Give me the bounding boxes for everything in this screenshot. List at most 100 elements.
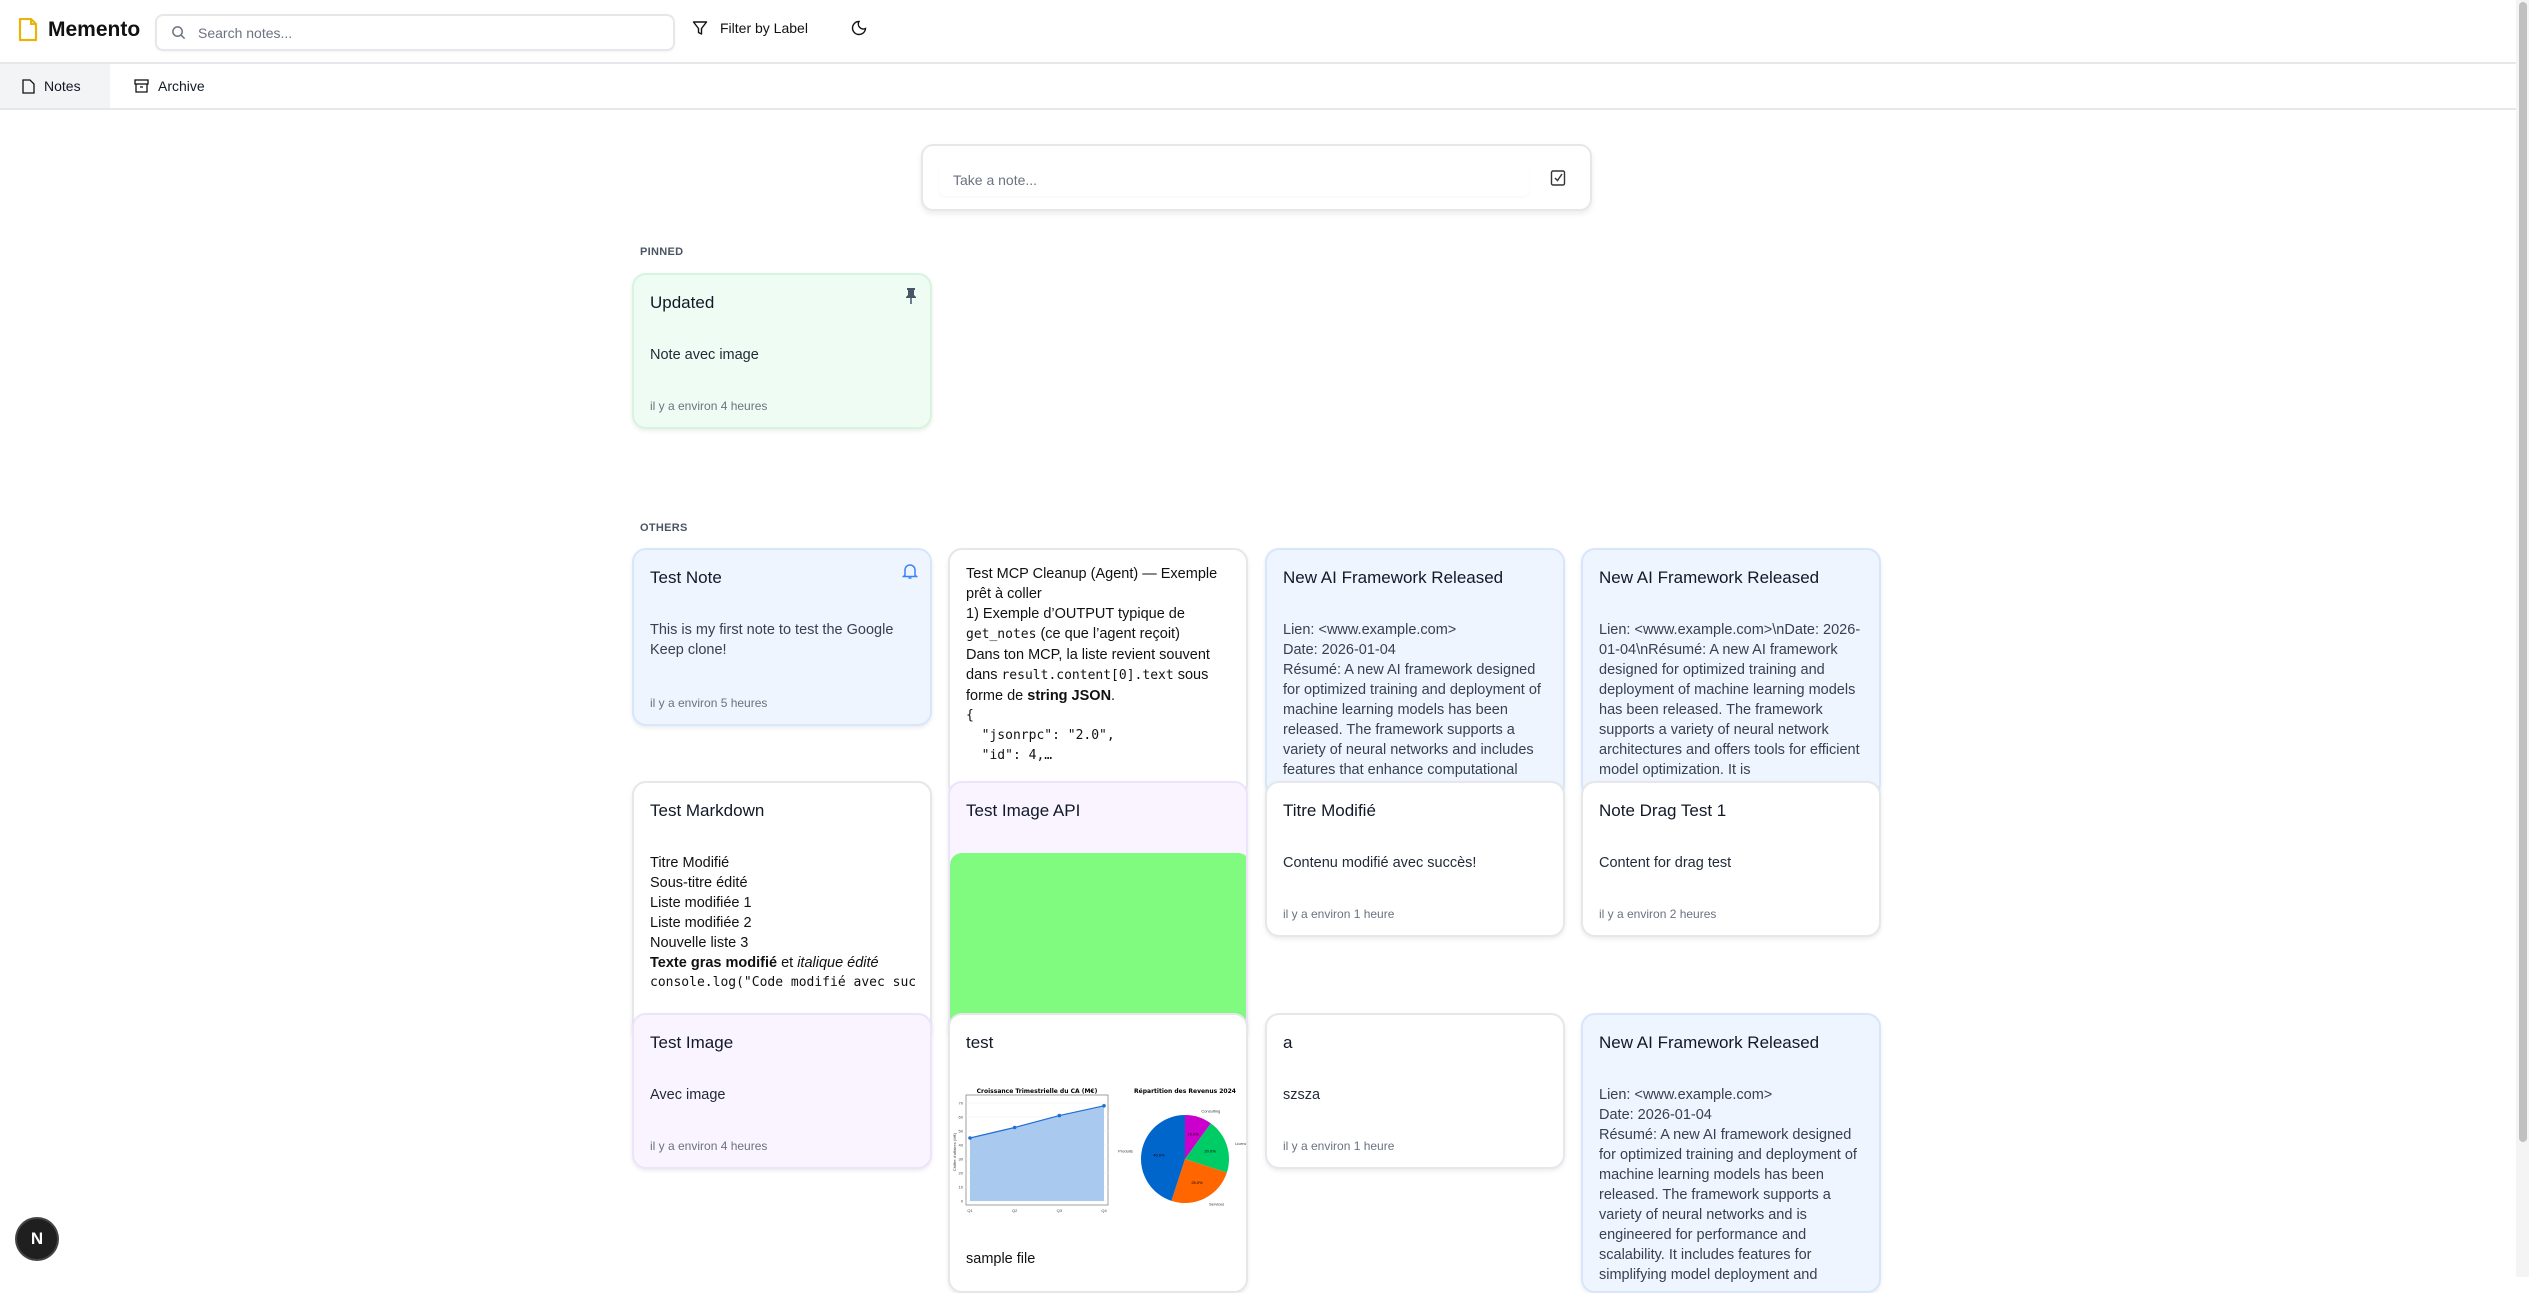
- tab-notes-label: Notes: [44, 78, 81, 94]
- search-input[interactable]: [198, 24, 638, 41]
- code-line: console.log("Code modifié avec succ: [650, 975, 916, 990]
- pie-chart: Répartition des Revenus 2024 10.0% Consult…: [1118, 1088, 1248, 1207]
- note-card-a[interactable]: a szsza il y a environ 1 heure: [1265, 1013, 1565, 1169]
- note-timestamp: il y a environ 1 heure: [1283, 907, 1395, 921]
- app-name: Memento: [48, 18, 141, 41]
- note-card-new-ai-framework[interactable]: New AI Framework Released Lien: <www.exa…: [1581, 1013, 1881, 1293]
- note-body: Note avec image: [650, 347, 759, 363]
- area-fill: [970, 1105, 1104, 1201]
- note-line: Nouvelle liste 3: [650, 935, 749, 951]
- x-tick-label: Q3: [1057, 1208, 1063, 1213]
- note-body: Lien: <www.example.com>\nDate: 2026-01-0…: [1599, 622, 1861, 778]
- note-line: Liste modifiée 1: [650, 895, 752, 911]
- scrollbar-thumb[interactable]: [2519, 2, 2527, 1142]
- bold-text: string JSON: [1027, 688, 1112, 704]
- x-tick-label: Q2: [1012, 1208, 1018, 1213]
- line-chart: Croissance Trimestrielle du CA (M€) 0 10 20…: [952, 1088, 1109, 1213]
- note-body: Contenu modifié avec succès!: [1283, 855, 1477, 871]
- y-tick-label: 70: [959, 1101, 964, 1106]
- x-tick-label: Q4: [1101, 1208, 1107, 1213]
- theme-toggle-button[interactable]: [851, 20, 867, 41]
- y-tick-label: 0: [961, 1199, 964, 1204]
- pie-label: Consulting: [1201, 1108, 1220, 1113]
- note-line: Test MCP Cleanup (Agent) — Exemple prêt …: [966, 566, 1218, 602]
- nav-tabs: Notes Archive: [0, 64, 2516, 110]
- note-image: [950, 853, 1246, 1039]
- note-card-test-image-api[interactable]: Test Image API: [948, 781, 1248, 1041]
- pie-slice: [1185, 1115, 1211, 1159]
- chart-title: Croissance Trimestrielle du CA (M€): [977, 1088, 1098, 1095]
- note-body: Lien: <www.example.com> Date: 2026-01-04…: [1283, 622, 1541, 778]
- pie-slice: [1185, 1123, 1229, 1173]
- note-line: Dans ton MCP, la liste revient souvent: [966, 647, 1210, 663]
- bell-icon[interactable]: [902, 562, 918, 580]
- note-body: szsza: [1283, 1087, 1321, 1103]
- note-card-updated[interactable]: Updated Note avec image il y a environ 4…: [632, 273, 932, 429]
- note-card-test-markdown[interactable]: Test Markdown Titre Modifié Sous-titre é…: [632, 781, 932, 1041]
- search-icon: [172, 26, 186, 40]
- checkbox-list-icon[interactable]: [1550, 169, 1566, 187]
- pie-slice: [1171, 1159, 1227, 1203]
- note-timestamp: il y a environ 2 heures: [1599, 907, 1717, 921]
- note-timestamp: il y a environ 4 heures: [650, 399, 768, 413]
- note-text: forme de: [966, 688, 1028, 704]
- y-tick-label: 10: [959, 1185, 964, 1190]
- note-card-test[interactable]: test Croissance Trimestrielle du CA (M€)…: [948, 1013, 1248, 1293]
- tab-notes[interactable]: Notes: [0, 64, 110, 108]
- y-tick-label: 20: [959, 1171, 964, 1176]
- x-tick-label: Q1: [967, 1208, 973, 1213]
- y-tick-label: 40: [959, 1143, 964, 1148]
- note-title: New AI Framework Released: [1283, 568, 1504, 587]
- note-card-titre-modifie[interactable]: Titre Modifié Contenu modifié avec succè…: [1265, 781, 1565, 937]
- take-note-composer: [921, 144, 1592, 211]
- archive-icon: [134, 79, 149, 93]
- italic-text: italique édité: [797, 955, 879, 971]
- chart-title: Répartition des Revenus 2024: [1134, 1088, 1236, 1095]
- note-body: Test MCP Cleanup (Agent) — Exemple prêt …: [966, 564, 1232, 766]
- note-title: Note Drag Test 1: [1599, 801, 1727, 820]
- note-card-drag-test[interactable]: Note Drag Test 1 Content for drag test i…: [1581, 781, 1881, 937]
- note-line: Sous-titre édité: [650, 875, 748, 891]
- note-line: Titre Modifié: [650, 855, 730, 871]
- y-tick-label: 50: [959, 1129, 964, 1134]
- note-card-new-ai-framework[interactable]: New AI Framework Released Lien: <www.exa…: [1265, 548, 1565, 798]
- note-card-test-image[interactable]: Test Image Avec image il y a environ 4 h…: [632, 1013, 932, 1169]
- note-text: et: [777, 955, 798, 971]
- chart-image: Croissance Trimestrielle du CA (M€) 0 10 20…: [952, 1088, 1248, 1213]
- note-body: Avec image: [650, 1087, 726, 1103]
- pie-label: Produits: [1118, 1149, 1133, 1154]
- logo[interactable]: Memento: [18, 18, 140, 42]
- bold-text: Texte gras modifié: [650, 955, 778, 971]
- pie-pct-label: 25.0%: [1191, 1180, 1203, 1185]
- note-body: Titre Modifié Sous-titre édité Liste mod…: [650, 853, 916, 993]
- filter-by-label-button[interactable]: Filter by Label: [692, 20, 808, 36]
- note-text: (ce que l’agent reçoit): [1036, 626, 1180, 642]
- filter-label: Filter by Label: [720, 20, 808, 36]
- pie-slice: [1141, 1115, 1185, 1201]
- note-caption: sample file: [966, 1251, 1036, 1267]
- pin-icon[interactable]: [904, 287, 918, 305]
- note-body: Lien: <www.example.com> Date: 2026-01-04…: [1599, 1087, 1857, 1283]
- note-text: sous: [1173, 667, 1209, 683]
- note-card-mcp-cleanup[interactable]: Test MCP Cleanup (Agent) — Exemple prêt …: [948, 548, 1248, 798]
- note-title: New AI Framework Released: [1599, 568, 1820, 587]
- take-note-input[interactable]: [939, 164, 1529, 196]
- pie-label: Licences: [1235, 1141, 1248, 1146]
- pinned-section-label: PINNED: [640, 246, 684, 258]
- nextjs-devtools-button[interactable]: N: [17, 1219, 57, 1259]
- note-card-test-note[interactable]: Test Note This is my first note to test …: [632, 548, 932, 726]
- top-bar: Memento Filter by Label: [0, 0, 2516, 64]
- pie-pct-label: 45.0%: [1153, 1152, 1165, 1157]
- data-point: [1057, 1113, 1062, 1118]
- others-section-label: OTHERS: [640, 522, 688, 534]
- note-card-new-ai-framework[interactable]: New AI Framework Released Lien: <www.exa…: [1581, 548, 1881, 798]
- moon-icon: [851, 20, 867, 36]
- inline-code: result.content[0].text: [1001, 668, 1174, 683]
- tab-archive[interactable]: Archive: [112, 64, 227, 108]
- y-axis-label: Chiffre d'affaires (M€): [952, 1132, 957, 1171]
- note-title: a: [1283, 1033, 1293, 1052]
- filter-icon: [692, 21, 708, 35]
- search-box[interactable]: [155, 14, 675, 51]
- note-line: 1) Exemple d’OUTPUT typique de: [966, 606, 1185, 622]
- note-title: test: [966, 1033, 994, 1052]
